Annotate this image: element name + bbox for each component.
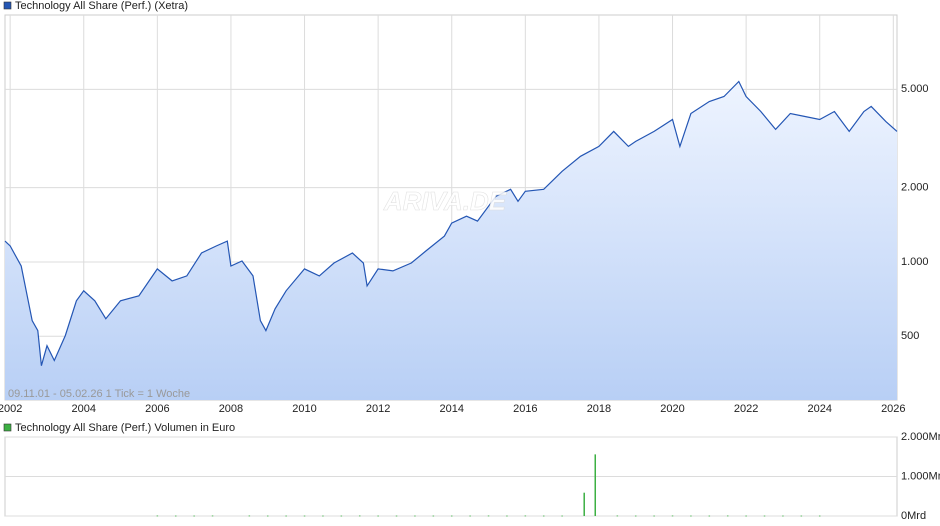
volume-bar <box>726 515 729 517</box>
volume-bar <box>322 515 324 517</box>
volume-bar <box>708 515 711 517</box>
volume-bar <box>745 515 747 517</box>
legend-swatch <box>3 423 12 432</box>
volume-bar <box>524 515 527 517</box>
x-tick-label: 2010 <box>292 403 316 415</box>
volume-bar <box>469 515 471 517</box>
volume-bar <box>340 515 343 517</box>
price-line <box>4 80 898 366</box>
y-tick-label: 5.000 <box>901 83 929 95</box>
watermark: ARIVA.DE <box>383 186 507 216</box>
volume-bar <box>193 515 195 517</box>
volume-bar <box>414 515 416 517</box>
x-tick-label: 2022 <box>734 403 758 415</box>
volume-bar <box>358 515 361 517</box>
volume-bar <box>377 515 379 517</box>
x-tick-label: 2026 <box>881 403 905 415</box>
legend-label: Technology All Share (Perf.) (Xetra) <box>15 0 188 12</box>
volume-bar <box>285 515 287 517</box>
area-fill <box>5 81 897 400</box>
x-tick-label: 2004 <box>72 403 96 415</box>
volume-bar <box>583 492 585 516</box>
x-tick-label: 2020 <box>660 403 684 415</box>
y-tick-label: 1.000Mr <box>901 470 940 482</box>
volume-bar <box>395 515 398 517</box>
volume-bar <box>506 515 508 517</box>
volume-bar <box>156 515 159 517</box>
x-tick-label: 2018 <box>587 403 611 415</box>
volume-bar <box>174 515 177 517</box>
x-tick-label: 2014 <box>439 403 463 415</box>
volume-bar <box>211 515 214 517</box>
annotation: 09.11.01 - 05.02.26 1 Tick = 1 Woche <box>8 388 190 400</box>
volume-bar <box>450 515 453 517</box>
volume-bar <box>303 515 306 517</box>
x-tick-label: 2008 <box>219 403 243 415</box>
legend-swatch <box>3 1 12 10</box>
volume-bar <box>800 515 803 517</box>
x-tick-label: 2016 <box>513 403 537 415</box>
volume-bar <box>248 515 251 517</box>
volume-bar <box>616 515 619 517</box>
volume-bar <box>782 515 784 517</box>
legend-label: Technology All Share (Perf.) Volumen in … <box>15 422 235 434</box>
volume-bar <box>487 515 490 517</box>
volume-bar <box>432 515 435 517</box>
volume-bar <box>266 515 269 517</box>
volume-bar <box>763 515 766 517</box>
y-tick-label: 0Mrd <box>901 510 926 522</box>
volume-bar <box>653 515 655 517</box>
y-tick-label: 1.000 <box>901 256 929 268</box>
volume-bar <box>671 515 674 517</box>
x-tick-label: 2002 <box>0 403 22 415</box>
volume-bar <box>542 515 545 517</box>
y-tick-label: 2.000 <box>901 182 929 194</box>
volume-bar <box>634 515 637 517</box>
y-tick-label: 2.000Mr <box>901 431 940 443</box>
volume-bar <box>594 454 597 516</box>
volume-bar <box>690 515 692 517</box>
x-tick-label: 2006 <box>145 403 169 415</box>
x-tick-label: 2012 <box>366 403 390 415</box>
volume-bar <box>818 515 821 517</box>
volume-bar <box>561 515 563 517</box>
y-tick-label: 500 <box>901 330 919 342</box>
x-tick-label: 2024 <box>807 403 831 415</box>
